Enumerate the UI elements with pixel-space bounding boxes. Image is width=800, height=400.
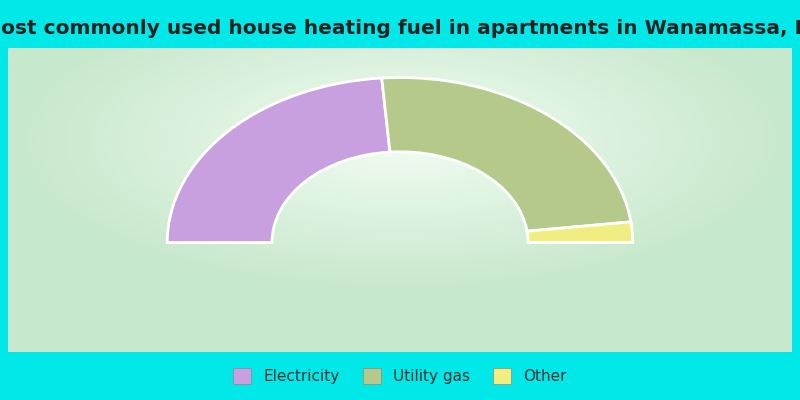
Wedge shape	[167, 78, 390, 242]
Wedge shape	[382, 78, 631, 231]
Wedge shape	[527, 222, 633, 242]
Text: Most commonly used house heating fuel in apartments in Wanamassa, NJ: Most commonly used house heating fuel in…	[0, 19, 800, 38]
Legend: Electricity, Utility gas, Other: Electricity, Utility gas, Other	[226, 360, 574, 392]
